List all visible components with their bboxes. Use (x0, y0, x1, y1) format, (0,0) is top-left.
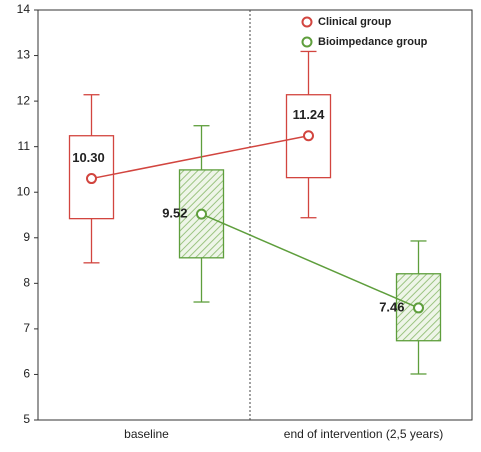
x-tick-label: end of intervention (2,5 years) (284, 427, 443, 441)
legend-label: Clinical group (318, 16, 392, 28)
y-tick-label: 5 (23, 412, 30, 426)
y-tick-label: 14 (17, 2, 31, 16)
mean-label: 10.30 (72, 150, 105, 165)
y-tick-label: 13 (17, 48, 31, 62)
x-tick-label: baseline (124, 427, 169, 441)
plot-frame (37, 9, 473, 421)
legend-marker (301, 16, 313, 28)
y-tick-label: 6 (23, 367, 30, 381)
y-tick-label: 9 (23, 230, 30, 244)
mean-line (201, 213, 419, 309)
mean-marker (196, 208, 207, 220)
legend-marker (301, 36, 313, 48)
y-tick-label: 11 (18, 139, 31, 153)
y-tick-label: 7 (23, 321, 30, 335)
y-tick-label: 8 (23, 276, 30, 290)
mean-label: 7.46 (379, 299, 404, 314)
mean-label: 11.24 (293, 107, 326, 122)
mean-label: 9.52 (162, 206, 187, 221)
mean-marker (413, 302, 424, 314)
y-tick-label: 12 (17, 93, 31, 107)
y-tick-label: 10 (17, 184, 31, 198)
mean-line (91, 134, 309, 180)
legend-label: Bioimpedance group (318, 36, 428, 48)
mean-marker (86, 173, 97, 185)
mean-marker (303, 130, 314, 142)
